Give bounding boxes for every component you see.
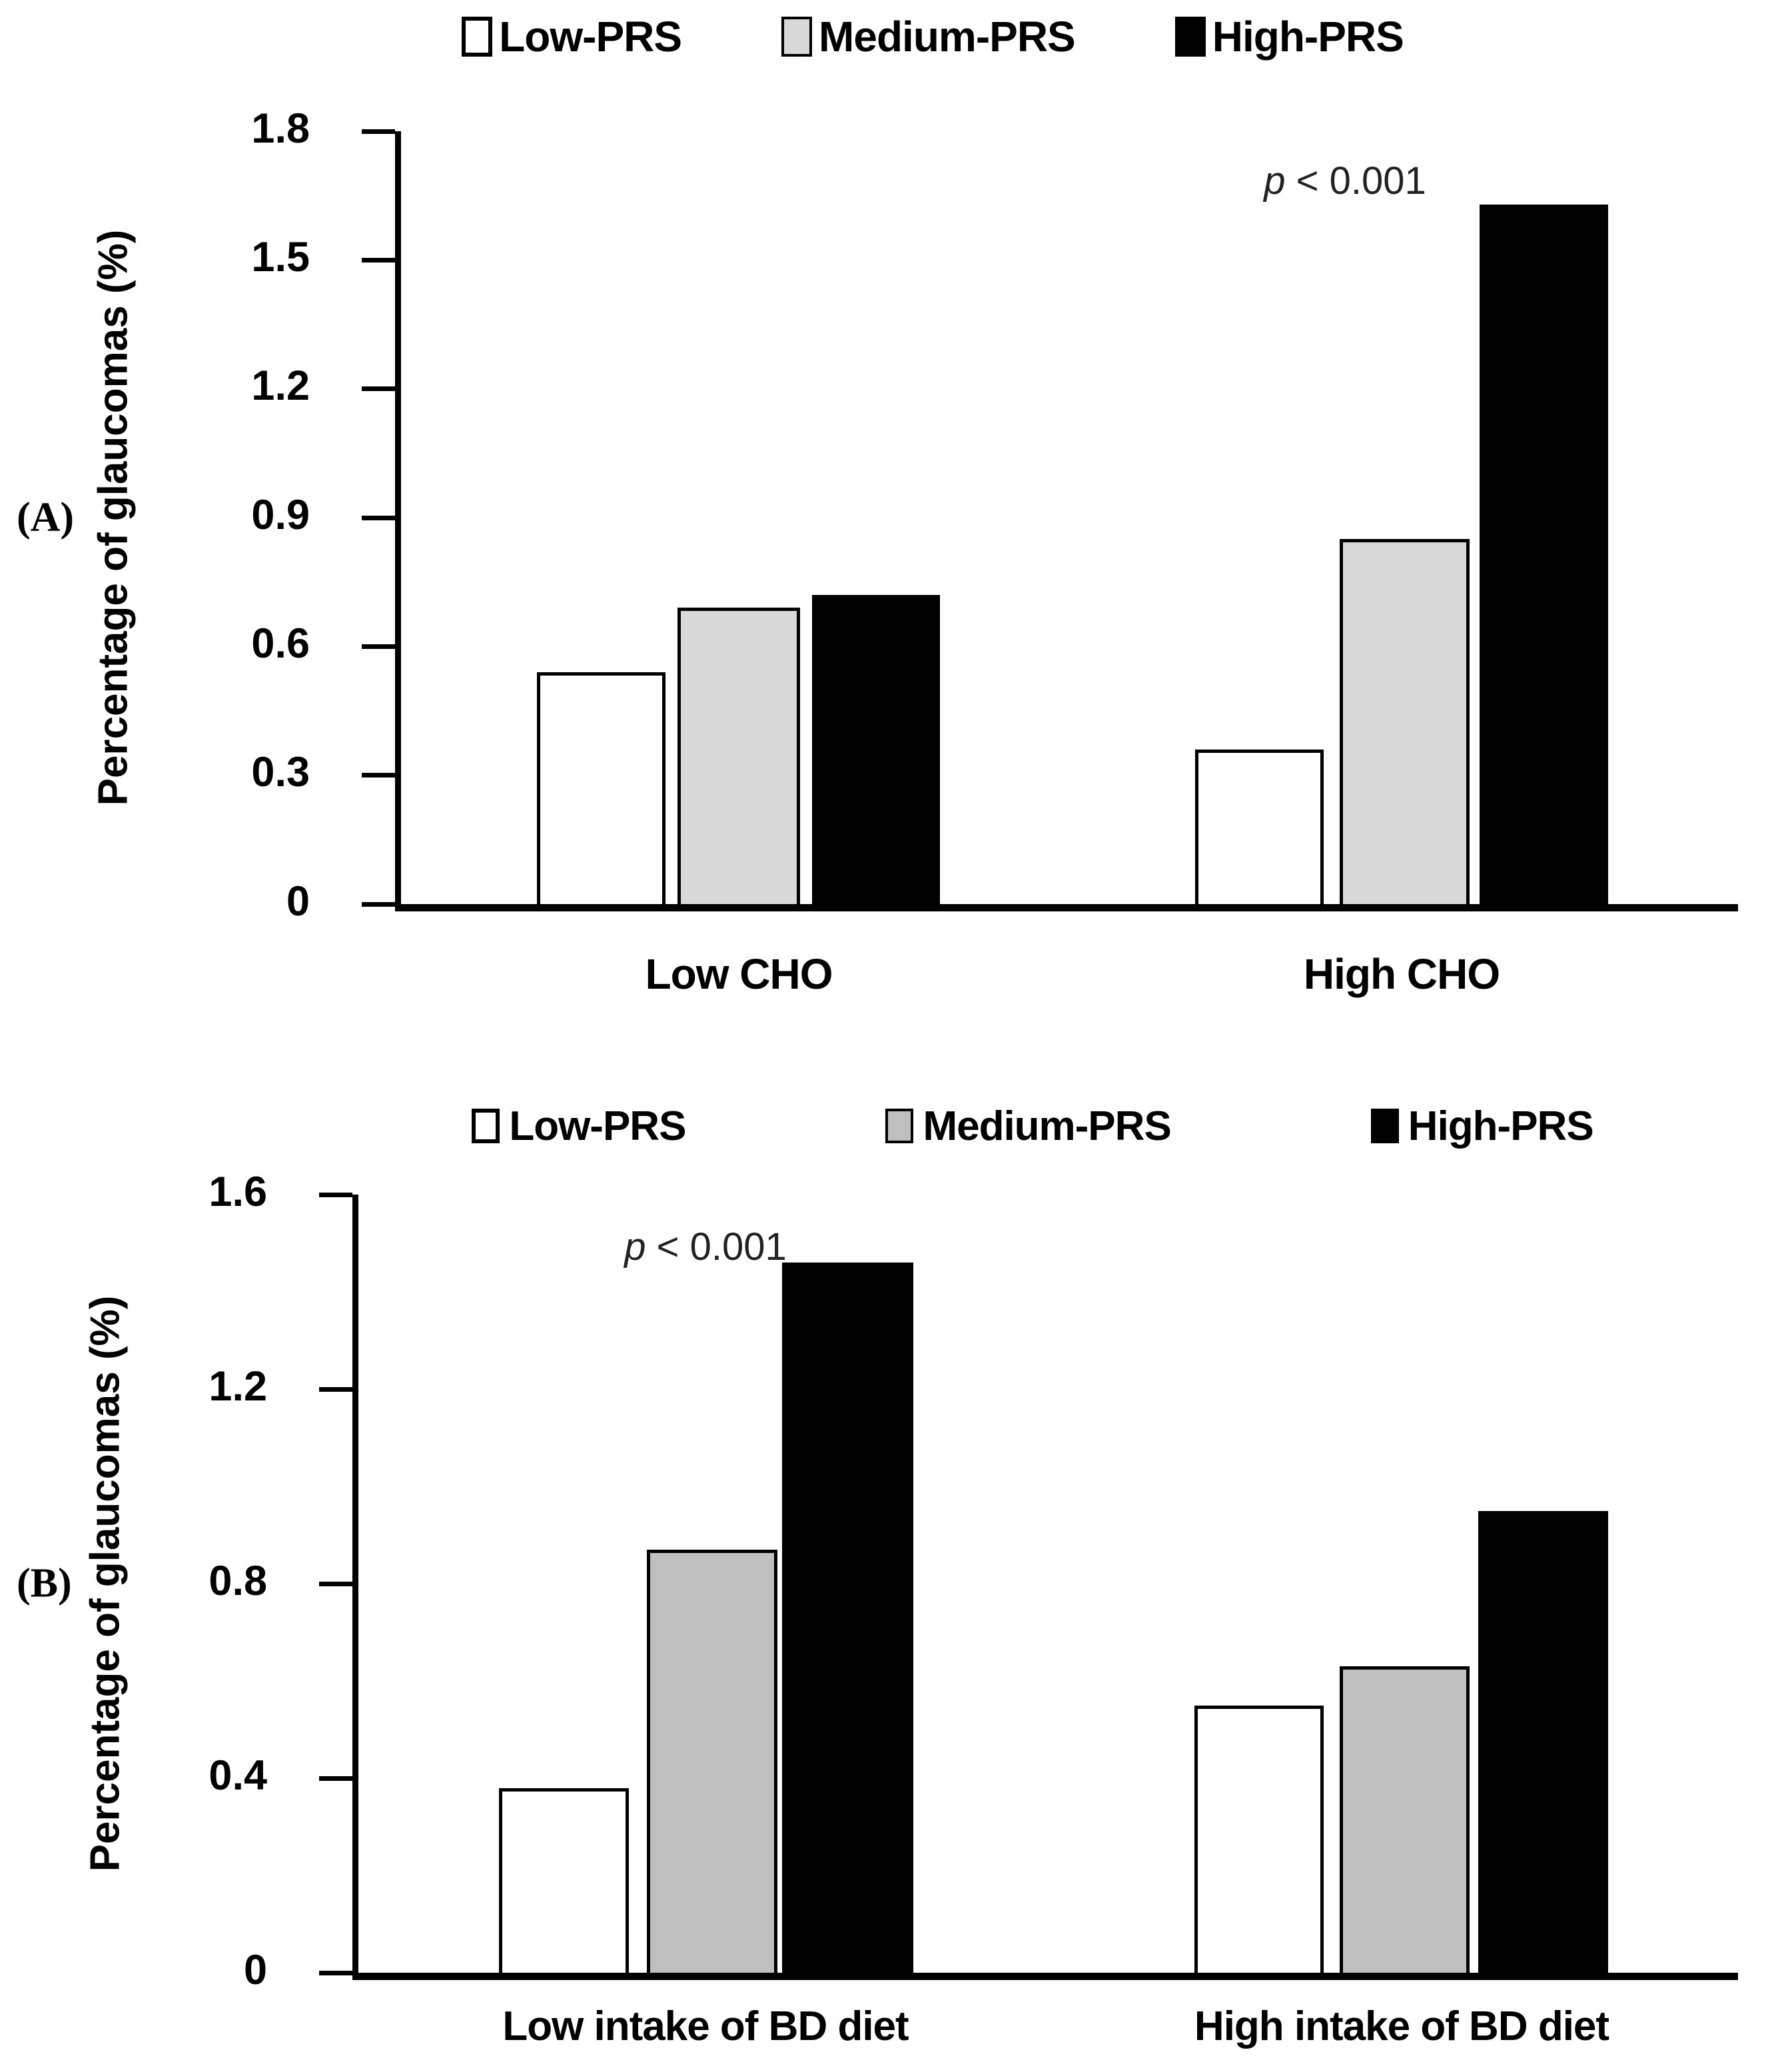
legend-label: High-PRS bbox=[1212, 13, 1404, 61]
panel-b-y-axis-title: Percentage of glaucomas (%) bbox=[82, 1295, 129, 1872]
p-value-annotation: p < 0.001 bbox=[1264, 159, 1426, 203]
y-axis-tick bbox=[362, 901, 395, 907]
y-axis-tick bbox=[362, 515, 395, 520]
bar-high-prs-category-2 bbox=[1478, 1510, 1608, 1973]
bar-low-prs-category-1 bbox=[499, 1788, 629, 1973]
bar-medium-prs-category-1 bbox=[647, 1549, 777, 1973]
legend-label: Low-PRS bbox=[509, 1103, 686, 1149]
panel-a-legend: Low-PRS Medium-PRS High-PRS bbox=[286, 3, 1579, 70]
legend-item-high-prs: High-PRS bbox=[1370, 1103, 1594, 1150]
bar-medium-prs-category-2 bbox=[1340, 1666, 1470, 1973]
y-axis-tick-label: 0.9 bbox=[251, 491, 310, 538]
panel-b-legend: Low-PRS Medium-PRS High-PRS bbox=[313, 1096, 1752, 1156]
p-value-variable: p bbox=[624, 1225, 646, 1269]
legend-item-medium-prs: Medium-PRS bbox=[885, 1103, 1172, 1150]
bar-low-prs-category-2 bbox=[1195, 750, 1324, 904]
legend-item-low-prs: Low-PRS bbox=[472, 1103, 686, 1150]
legend-swatch-medium-prs bbox=[781, 17, 813, 57]
y-axis-tick bbox=[362, 129, 395, 134]
y-axis-tick-label: 0 bbox=[243, 1946, 267, 1993]
panel-b-plot-area: 0 0.4 0.8 1.2 1.6 Low intake of BD diet High i… bbox=[209, 1171, 1738, 2049]
y-axis-tick bbox=[362, 773, 395, 778]
y-axis-tick-label: 1.8 bbox=[251, 105, 310, 152]
panel-a-label: (A) bbox=[17, 494, 75, 540]
panel-b-label: (B) bbox=[17, 1560, 72, 1606]
bar-medium-prs-category-1 bbox=[677, 608, 800, 904]
legend-label: High-PRS bbox=[1408, 1103, 1594, 1149]
y-axis-tick bbox=[319, 1776, 352, 1781]
legend-swatch-high-prs bbox=[1174, 17, 1206, 57]
legend-item-medium-prs: Medium-PRS bbox=[781, 12, 1076, 61]
panel-a-y-axis-title: Percentage of glaucomas (%) bbox=[90, 229, 137, 806]
legend-swatch-low-prs bbox=[472, 1109, 500, 1143]
legend-item-low-prs: Low-PRS bbox=[462, 12, 682, 61]
y-axis-tick bbox=[362, 644, 395, 649]
y-axis-tick-label: 1.6 bbox=[209, 1168, 267, 1215]
bar-low-prs-category-1 bbox=[537, 672, 665, 904]
legend-swatch-low-prs bbox=[462, 17, 493, 57]
y-axis-tick-label: 1.5 bbox=[251, 233, 310, 280]
y-axis-tick bbox=[362, 257, 395, 262]
y-axis-tick-label: 1.2 bbox=[209, 1362, 267, 1410]
y-axis-tick bbox=[319, 1192, 352, 1197]
x-axis-category-label: Low CHO bbox=[645, 950, 833, 998]
legend-swatch-medium-prs bbox=[885, 1109, 914, 1143]
bar-high-prs-category-1 bbox=[812, 595, 940, 904]
legend-item-high-prs: High-PRS bbox=[1174, 12, 1404, 61]
panel-a-plot-area: 0 0.3 0.6 0.9 1.2 1.5 1.8 Low CHO High CHO p < 0.… bbox=[251, 107, 1738, 998]
x-axis-category-label: High CHO bbox=[1303, 950, 1500, 998]
bar-low-prs-category-2 bbox=[1194, 1705, 1324, 1973]
x-axis-category-label: High intake of BD diet bbox=[1194, 2003, 1609, 2049]
bar-high-prs-category-1 bbox=[782, 1263, 913, 1973]
legend-swatch-high-prs bbox=[1370, 1109, 1399, 1143]
y-axis-tick-label: 0.6 bbox=[251, 620, 310, 667]
y-axis-tick-label: 0 bbox=[286, 877, 310, 925]
y-axis-tick-label: 1.2 bbox=[251, 362, 310, 410]
bar-medium-prs-category-2 bbox=[1340, 539, 1470, 904]
y-axis-tick bbox=[319, 1581, 352, 1586]
y-axis-tick bbox=[319, 1970, 352, 1975]
bar-high-prs-category-2 bbox=[1480, 204, 1608, 904]
y-axis-tick bbox=[362, 386, 395, 392]
p-value-annotation: p < 0.001 bbox=[624, 1225, 787, 1269]
legend-label: Medium-PRS bbox=[923, 1103, 1171, 1149]
y-axis-tick bbox=[319, 1386, 352, 1392]
y-axis-tick-label: 0.3 bbox=[251, 749, 310, 796]
legend-label: Low-PRS bbox=[499, 13, 682, 61]
legend-label: Medium-PRS bbox=[819, 13, 1076, 61]
y-axis-tick-label: 0.4 bbox=[209, 1752, 267, 1799]
y-axis-tick-label: 0.8 bbox=[209, 1557, 267, 1604]
p-value-variable: p bbox=[1264, 159, 1286, 203]
x-axis-category-label: Low intake of BD diet bbox=[502, 2003, 909, 2049]
